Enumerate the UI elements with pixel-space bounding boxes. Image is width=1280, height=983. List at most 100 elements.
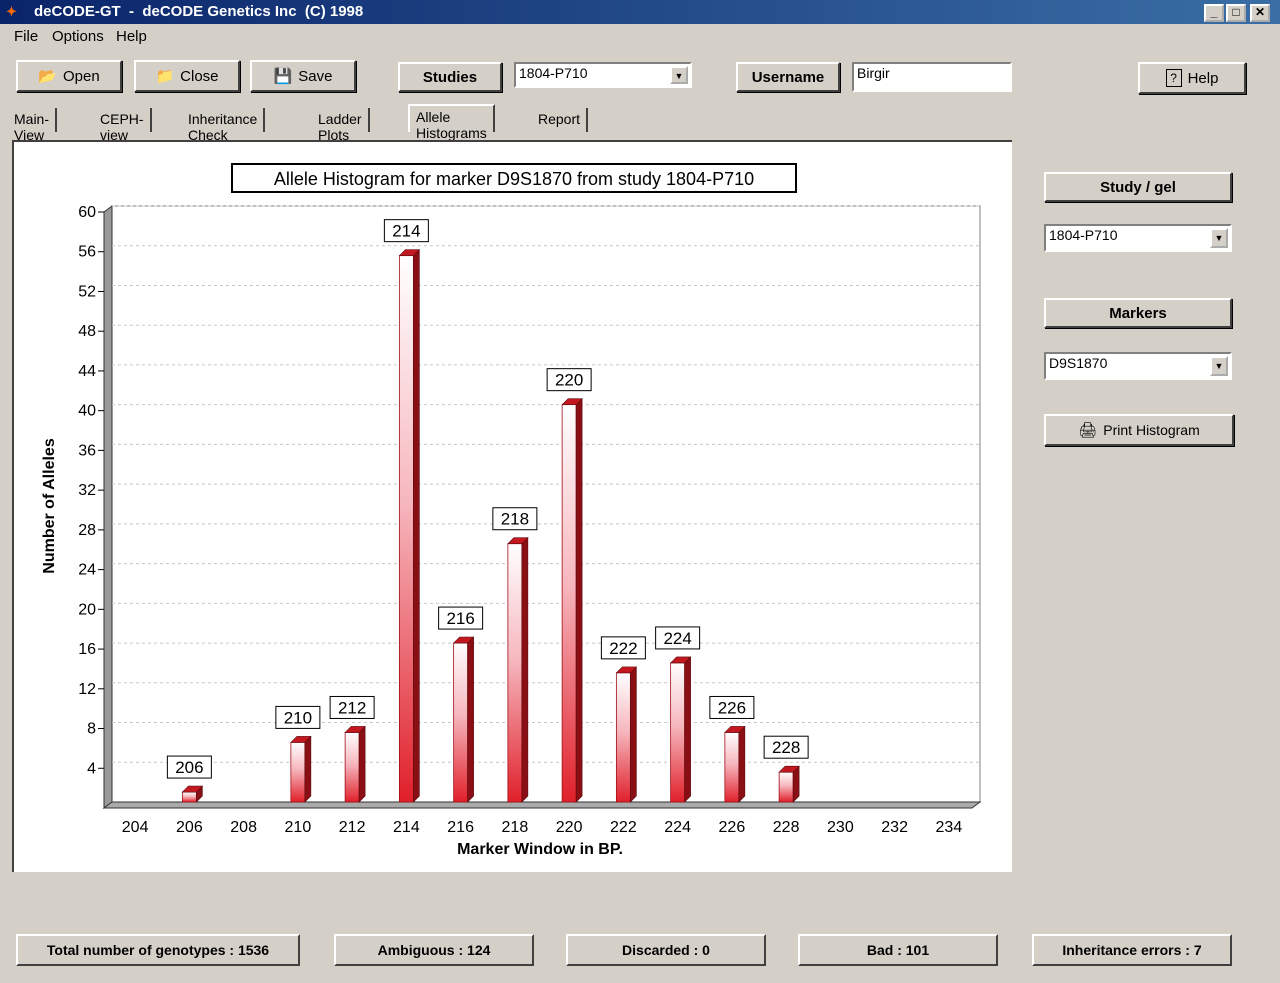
x-tick-label: 210 xyxy=(285,819,312,836)
tab-allele-histograms[interactable]: Allele Histograms xyxy=(408,104,495,141)
chart-floor xyxy=(102,801,982,809)
menu-help[interactable]: Help xyxy=(116,28,147,45)
maximize-button[interactable]: □ xyxy=(1226,4,1246,22)
markers-select[interactable]: D9S1870 ▼ xyxy=(1044,352,1232,380)
bar-top xyxy=(561,398,583,405)
y-tick-label: 4 xyxy=(87,760,96,777)
help-button-label: Help xyxy=(1187,69,1219,87)
x-tick-label: 234 xyxy=(936,819,963,836)
bar-label: 226 xyxy=(718,698,746,717)
chart-title: Allele Histogram for marker D9S1870 from… xyxy=(274,169,754,189)
y-tick-label: 20 xyxy=(78,601,96,618)
y-tick-label: 32 xyxy=(78,482,96,499)
bar xyxy=(778,771,794,803)
tab-inheritance-check[interactable]: Inheritance Check xyxy=(182,108,266,143)
study-gel-label: Study / gel xyxy=(1044,172,1232,202)
status-discarded: Discarded : 0 xyxy=(566,934,766,966)
y-axis-label: Number of Alleles xyxy=(41,438,58,574)
y-tick-label: 40 xyxy=(78,403,96,420)
status-bar: Total number of genotypes : 1536 Ambiguo… xyxy=(0,920,1280,980)
bar-side xyxy=(738,725,746,803)
tab-report[interactable]: Report xyxy=(532,108,589,132)
print-histogram-button[interactable]: 🖨 Print Histogram xyxy=(1044,414,1234,446)
bar-label: 228 xyxy=(772,738,800,757)
bar-side xyxy=(413,248,420,803)
bar-top xyxy=(290,736,312,743)
username-field-value: Birgir xyxy=(857,65,890,81)
bar-top xyxy=(507,537,529,545)
bar-label: 222 xyxy=(609,639,637,658)
bar xyxy=(724,732,740,803)
bar-label: 210 xyxy=(284,708,312,727)
status-bad: Bad : 101 xyxy=(798,934,998,966)
bar xyxy=(561,404,577,803)
app-icon: ✦ xyxy=(6,4,17,19)
x-tick-label: 230 xyxy=(827,819,854,836)
bar-top xyxy=(669,656,692,664)
close-window-button[interactable]: ✕ xyxy=(1250,4,1270,22)
bar xyxy=(670,662,686,803)
menu-file[interactable]: File xyxy=(14,28,39,45)
bar-label-box xyxy=(329,695,375,719)
bar-top xyxy=(778,765,800,773)
status-total-genotypes: Total number of genotypes : 1536 xyxy=(16,934,300,966)
y-tick-label: 12 xyxy=(78,681,96,698)
x-tick-label: 224 xyxy=(664,819,691,836)
chevron-down-icon[interactable]: ▼ xyxy=(1210,356,1228,376)
bar-label-box xyxy=(763,735,809,759)
status-ambiguous: Ambiguous : 124 xyxy=(334,934,534,966)
bar-label: 220 xyxy=(555,371,583,390)
chart-title-box xyxy=(231,163,797,193)
plot-area xyxy=(111,205,981,803)
tab-ceph-view[interactable]: CEPH-view xyxy=(94,108,152,143)
bar xyxy=(507,543,523,803)
chevron-down-icon[interactable]: ▼ xyxy=(1210,228,1228,248)
bar-side xyxy=(684,656,691,803)
y-tick-label: 48 xyxy=(78,323,96,340)
help-button[interactable]: ? Help xyxy=(1138,62,1246,94)
tab-ladder-plots[interactable]: Ladder Plots xyxy=(312,108,370,143)
bar-label-box xyxy=(166,755,212,779)
y-tick-label: 44 xyxy=(78,363,96,380)
open-button-label: Open xyxy=(62,67,100,85)
bar-label-box xyxy=(438,606,484,630)
folder-open-icon: 📂 xyxy=(38,68,57,85)
y-tick-label: 16 xyxy=(78,641,96,658)
bar-side xyxy=(467,636,474,803)
study-gel-select[interactable]: 1804-P710 ▼ xyxy=(1044,224,1232,252)
bar-label-box xyxy=(492,507,538,531)
bar-label: 206 xyxy=(175,758,203,777)
x-tick-label: 212 xyxy=(339,819,366,836)
y-tick-label: 56 xyxy=(78,244,96,261)
tab-main-view[interactable]: Main-View xyxy=(8,108,58,143)
markers-select-value: D9S1870 xyxy=(1049,355,1108,371)
printer-icon: 🖨 xyxy=(1078,422,1098,439)
bar-label-box xyxy=(546,368,592,392)
folder-close-icon: 📁 xyxy=(155,68,175,85)
menu-options[interactable]: Options xyxy=(52,28,104,45)
status-inheritance-errors: Inheritance errors : 7 xyxy=(1032,934,1232,966)
bar-label-box xyxy=(600,636,646,660)
studies-select-value: 1804-P710 xyxy=(519,65,588,81)
bar-top xyxy=(724,726,746,733)
close-button[interactable]: 📁 Close xyxy=(134,60,240,92)
username-field[interactable]: Birgir xyxy=(852,62,1012,92)
bar-label: 214 xyxy=(392,222,420,241)
chart-side-wall xyxy=(103,205,113,809)
chevron-down-icon[interactable]: ▼ xyxy=(670,66,688,84)
bar-label: 212 xyxy=(338,698,366,717)
help-icon: ? xyxy=(1165,69,1182,87)
x-tick-label: 204 xyxy=(122,819,149,836)
bar xyxy=(453,642,469,803)
bar-side xyxy=(521,537,529,803)
studies-select[interactable]: 1804-P710 ▼ xyxy=(514,62,692,88)
x-tick-label: 214 xyxy=(393,819,420,836)
x-tick-label: 218 xyxy=(502,819,529,836)
bar-top xyxy=(615,666,638,674)
save-button[interactable]: 💾 Save xyxy=(250,60,356,92)
open-button[interactable]: 📂 Open xyxy=(16,60,122,92)
minimize-button[interactable]: _ xyxy=(1204,4,1224,22)
x-tick-label: 220 xyxy=(556,819,583,836)
bar-label: 216 xyxy=(446,609,474,628)
